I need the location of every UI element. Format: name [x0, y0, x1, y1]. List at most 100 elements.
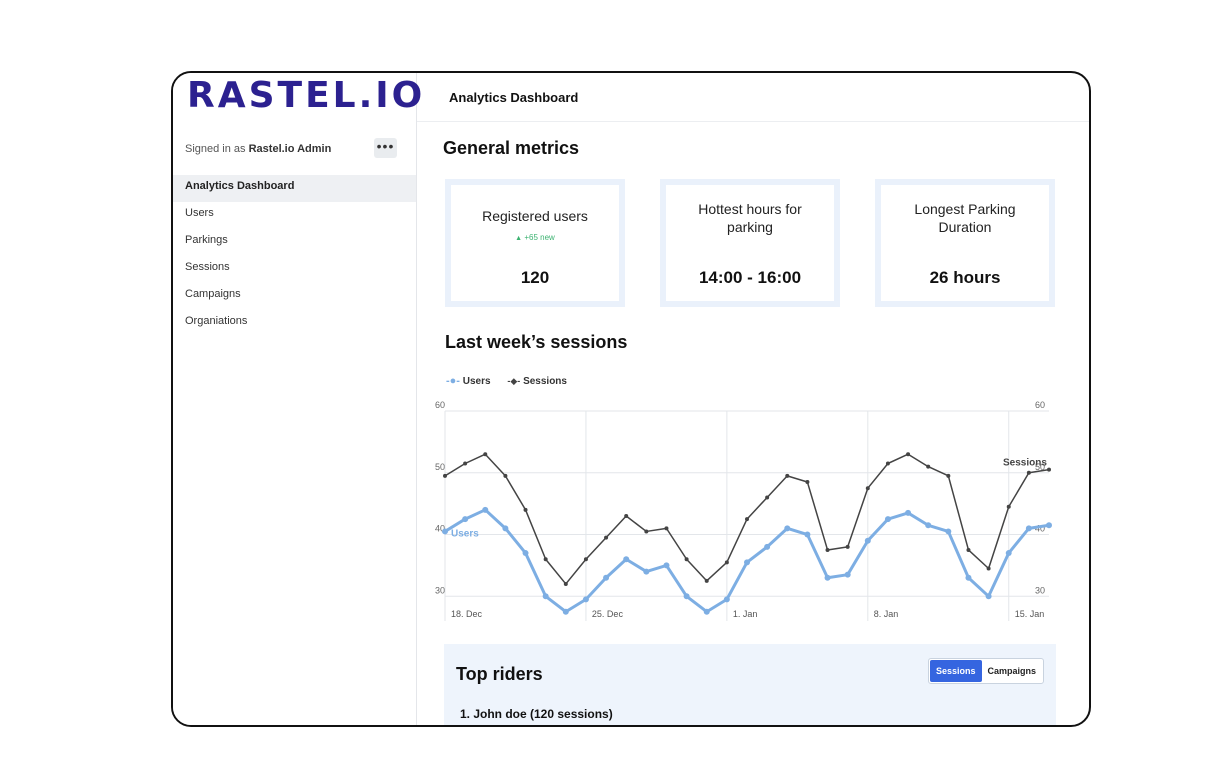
x-tick-label: 8. Jan: [874, 609, 899, 619]
data-point-users: [824, 574, 831, 581]
new-users-badge: ▲ +65 new: [515, 233, 555, 242]
sidebar: RASTEL.IO Signed in as Rastel.io Admin •…: [173, 73, 422, 725]
data-point-sessions: [946, 473, 951, 478]
sidebar-nav: Analytics Dashboard Users Parkings Sessi…: [173, 175, 416, 337]
y-tick-label-left: 50: [435, 462, 445, 472]
up-triangle-icon: ▲: [515, 235, 523, 242]
data-point-sessions: [885, 461, 890, 466]
metric-value: 26 hours: [929, 268, 1001, 287]
top-riders-panel: Top riders Sessions Campaigns 1. John do…: [444, 644, 1056, 725]
series-label-users: Users: [451, 528, 479, 539]
data-point-users: [1025, 525, 1032, 532]
page-title: Analytics Dashboard: [449, 90, 579, 105]
data-point-users: [482, 506, 489, 513]
data-point-sessions: [1026, 470, 1031, 475]
data-point-users: [542, 593, 549, 600]
data-point-users: [603, 574, 610, 581]
chart-legend: -●- Users -◆- Sessions: [446, 375, 581, 387]
x-tick-label: 1. Jan: [733, 609, 758, 619]
data-point-users: [723, 596, 730, 603]
data-point-users: [683, 593, 690, 600]
data-point-sessions: [483, 452, 488, 457]
signed-in-user: Rastel.io Admin: [248, 143, 332, 155]
data-point-users: [663, 562, 670, 569]
sidebar-item-analytics-dashboard[interactable]: Analytics Dashboard: [173, 175, 416, 202]
y-tick-label-left: 30: [435, 585, 445, 595]
y-tick-label-left: 40: [435, 524, 445, 534]
series-label-sessions: Sessions: [1003, 458, 1047, 469]
data-point-users: [784, 525, 791, 532]
data-point-sessions: [825, 547, 830, 552]
data-point-sessions: [1047, 467, 1051, 472]
logo: RASTEL.IO: [187, 75, 426, 116]
rider-row: 1. John doe (120 sessions): [460, 707, 613, 721]
data-point-sessions: [986, 566, 991, 571]
data-point-sessions: [443, 473, 447, 478]
data-point-sessions: [926, 464, 931, 469]
data-point-sessions: [724, 560, 729, 565]
metric-card-hottest-hours: Hottest hours for parking 14:00 - 16:00: [660, 179, 840, 307]
data-point-sessions: [563, 581, 568, 586]
data-point-users: [764, 543, 771, 550]
data-point-sessions: [463, 461, 468, 466]
data-point-sessions: [664, 526, 669, 531]
data-point-users: [703, 608, 710, 615]
sidebar-item-organiations[interactable]: Organiations: [185, 315, 248, 327]
data-point-sessions: [845, 544, 850, 549]
data-point-sessions: [906, 452, 911, 457]
general-metrics-title: General metrics: [443, 138, 580, 158]
sidebar-item-parkings[interactable]: Parkings: [185, 234, 228, 246]
data-point-users: [744, 559, 750, 566]
data-point-sessions: [785, 473, 790, 478]
signed-in-prefix: Signed in as: [185, 143, 246, 155]
data-point-sessions: [805, 480, 810, 485]
data-point-users: [442, 528, 448, 535]
sessions-line-chart: 30 30 40 40 50 50 60 60 18. Dec 25. Dec 1. Jan 8. J…: [435, 400, 1052, 621]
data-point-sessions: [684, 557, 689, 562]
legend-item-sessions[interactable]: -◆- Sessions: [507, 376, 567, 387]
legend-item-users[interactable]: -●- Users: [446, 375, 491, 387]
data-point-sessions: [865, 486, 870, 491]
data-point-users: [925, 522, 932, 529]
metric-value: 120: [520, 268, 550, 287]
metric-value: 14:00 - 16:00: [698, 268, 802, 287]
tab-campaigns[interactable]: Campaigns: [987, 666, 1037, 676]
y-tick-label-right: 30: [1035, 585, 1045, 595]
data-point-users: [844, 571, 851, 578]
sidebar-item-users[interactable]: Users: [185, 207, 214, 219]
data-point-sessions: [765, 495, 770, 500]
more-options-button[interactable]: •••: [374, 138, 397, 158]
data-point-sessions: [644, 529, 649, 534]
top-riders-title: Top riders: [456, 664, 543, 684]
data-point-users: [522, 550, 529, 557]
data-point-users: [905, 509, 912, 516]
sessions-section-title: Last week’s sessions: [445, 332, 628, 352]
y-tick-label-right: 50: [1035, 462, 1045, 472]
data-point-users: [965, 574, 972, 581]
sidebar-item-sessions[interactable]: Sessions: [185, 261, 230, 273]
sessions-series-marker-icon: -◆-: [507, 376, 521, 386]
y-tick-label-left: 60: [435, 400, 445, 410]
app-window: RASTEL.IO Signed in as Rastel.io Admin •…: [171, 71, 1091, 727]
x-tick-label: 25. Dec: [592, 609, 624, 619]
top-bar: Analytics Dashboard: [417, 73, 1089, 122]
users-series-marker-icon: -●-: [446, 375, 460, 387]
data-point-users: [462, 516, 469, 523]
data-point-sessions: [543, 557, 548, 562]
data-point-users: [864, 537, 871, 544]
data-point-users: [1005, 550, 1012, 557]
metric-label: Longest Parking Duration: [914, 201, 1016, 235]
data-point-users: [582, 596, 589, 603]
metric-card-registered-users: Registered users ▲ +65 new 120: [445, 179, 625, 307]
data-point-users: [945, 528, 952, 535]
data-point-users: [562, 608, 569, 615]
data-point-sessions: [604, 535, 609, 540]
metric-label: Hottest hours for parking: [698, 201, 802, 235]
tab-sessions[interactable]: Sessions: [930, 660, 982, 682]
data-point-sessions: [523, 507, 528, 512]
data-point-users: [884, 516, 891, 523]
sidebar-item-campaigns[interactable]: Campaigns: [185, 288, 241, 300]
data-point-users: [623, 556, 630, 563]
signed-in-info: Signed in as Rastel.io Admin: [185, 143, 331, 155]
data-point-sessions: [624, 514, 629, 518]
